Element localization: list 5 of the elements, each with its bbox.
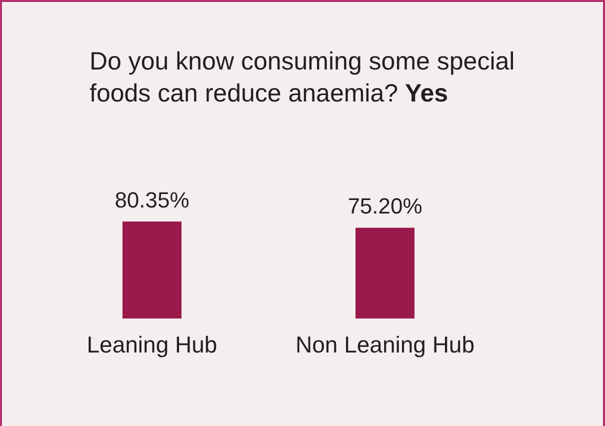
chart-title: Do you know consuming some special foods can reduce anaemia? Yes (90, 48, 515, 108)
data-label: 75.20% (348, 194, 422, 219)
x-tick-label: Leaning Hub (86, 332, 218, 358)
x-tick-label: Non Leaning Hub (295, 332, 475, 358)
data-label: 80.35% (114, 188, 190, 212)
